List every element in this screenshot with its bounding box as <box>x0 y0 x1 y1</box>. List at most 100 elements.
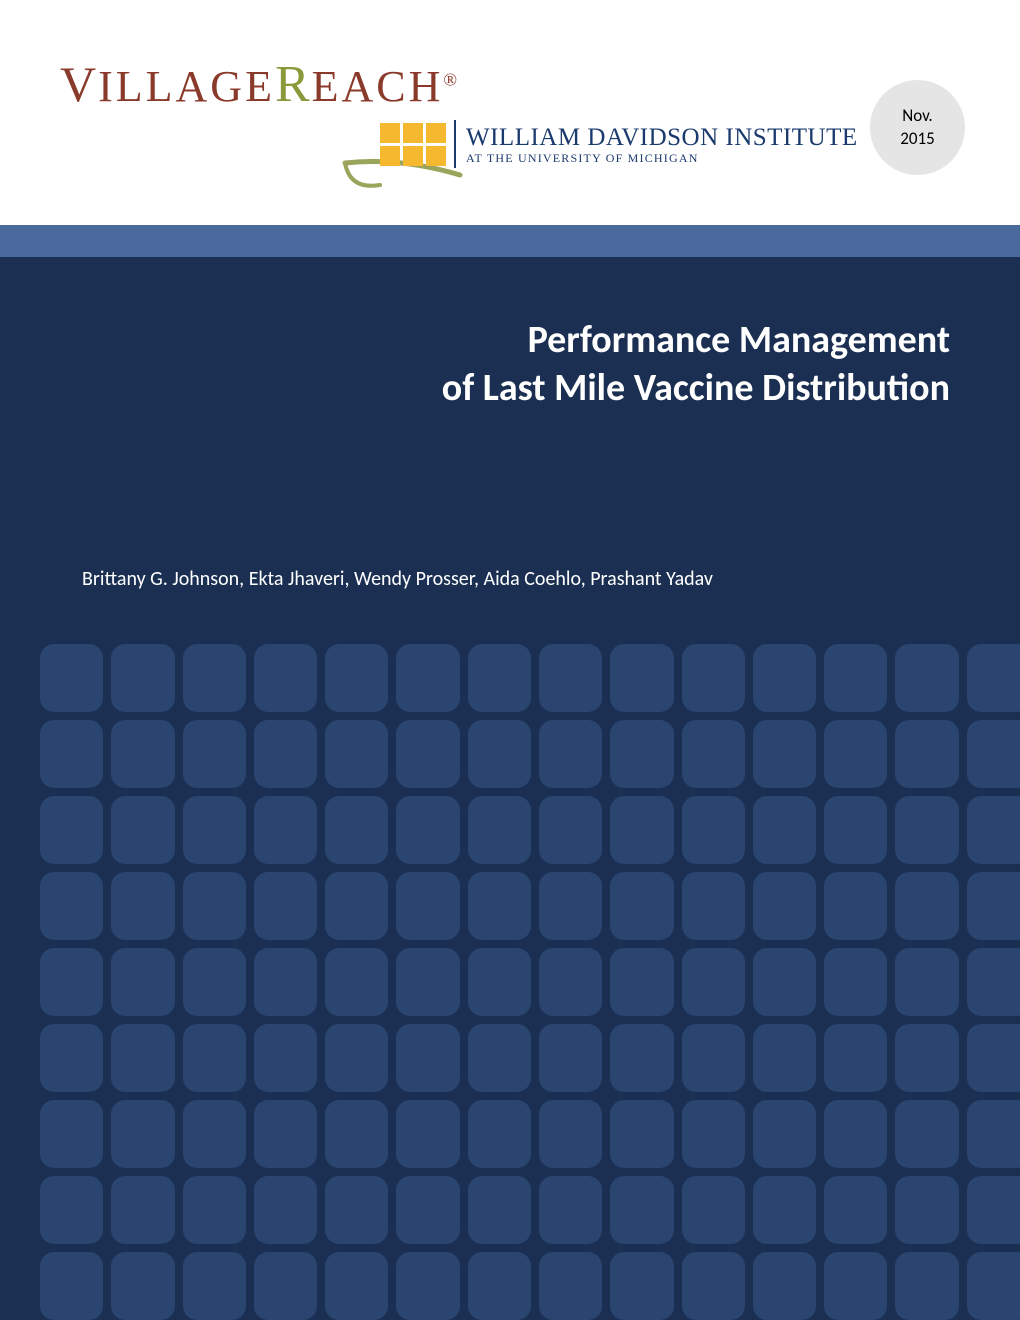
decorative-square <box>967 1100 1020 1168</box>
decorative-square <box>254 1176 317 1244</box>
header-area: VILLAGEREACH® WILLIAM DAVIDSON INSTITUTE… <box>0 0 1020 225</box>
decorative-square <box>183 872 246 940</box>
decorative-square <box>682 948 745 1016</box>
wdi-sub-text: AT THE UNIVERSITY OF MICHIGAN <box>466 152 858 164</box>
decorative-square <box>610 948 673 1016</box>
decorative-square <box>824 796 887 864</box>
decorative-square <box>325 644 388 712</box>
decorative-square <box>967 872 1020 940</box>
decorative-square <box>254 796 317 864</box>
title-line-2: of Last Mile Vaccine Distribution <box>0 365 950 413</box>
decorative-square <box>539 1252 602 1320</box>
decorative-square <box>183 796 246 864</box>
decorative-square <box>682 872 745 940</box>
decorative-square <box>610 644 673 712</box>
decorative-square <box>325 796 388 864</box>
wdi-divider <box>454 120 456 168</box>
decorative-square <box>682 1252 745 1320</box>
decorative-square <box>325 1176 388 1244</box>
decorative-square <box>111 796 174 864</box>
wdi-squares-icon <box>380 123 446 166</box>
decorative-square <box>325 1024 388 1092</box>
decorative-square <box>40 872 103 940</box>
decorative-square <box>895 796 958 864</box>
decorative-square <box>967 644 1020 712</box>
decorative-square <box>254 720 317 788</box>
decorative-square <box>895 1024 958 1092</box>
decorative-square <box>396 948 459 1016</box>
decorative-square <box>682 1176 745 1244</box>
decorative-square <box>753 720 816 788</box>
decorative-square <box>610 1252 673 1320</box>
decorative-square <box>325 872 388 940</box>
decorative-square <box>111 948 174 1016</box>
decorative-square <box>895 644 958 712</box>
decorative-square <box>539 1176 602 1244</box>
decorative-square <box>254 644 317 712</box>
decorative-square <box>682 644 745 712</box>
decorative-square <box>254 872 317 940</box>
decorative-square <box>539 872 602 940</box>
decorative-square <box>895 1100 958 1168</box>
decorative-square <box>325 720 388 788</box>
decorative-square <box>468 644 531 712</box>
decorative-square <box>183 720 246 788</box>
vr-reach: EACH <box>312 62 444 111</box>
decorative-square <box>396 1100 459 1168</box>
date-month: Nov. <box>902 105 932 127</box>
decorative-square <box>539 1024 602 1092</box>
decorative-square <box>254 1024 317 1092</box>
decorative-square <box>468 720 531 788</box>
decorative-square <box>40 1176 103 1244</box>
decorative-square <box>539 644 602 712</box>
decorative-square <box>468 872 531 940</box>
decorative-square <box>468 796 531 864</box>
decorative-square <box>967 796 1020 864</box>
decorative-square <box>468 1176 531 1244</box>
decorative-square <box>753 1100 816 1168</box>
decorative-square <box>682 1100 745 1168</box>
decorative-square <box>40 796 103 864</box>
decorative-square <box>111 872 174 940</box>
decorative-square <box>682 720 745 788</box>
decorative-square <box>40 720 103 788</box>
decorative-square <box>824 1176 887 1244</box>
decorative-square <box>183 1100 246 1168</box>
decorative-square <box>610 720 673 788</box>
decorative-square <box>396 720 459 788</box>
decorative-square <box>682 1024 745 1092</box>
decorative-square <box>895 1252 958 1320</box>
decorative-square <box>539 720 602 788</box>
decorative-square <box>753 1024 816 1092</box>
decorative-square <box>824 1024 887 1092</box>
decorative-square <box>40 1252 103 1320</box>
decorative-square <box>40 1024 103 1092</box>
document-title: Performance Management of Last Mile Vacc… <box>0 257 1020 412</box>
villagereach-logo: VILLAGEREACH® <box>60 55 459 114</box>
decorative-square <box>396 644 459 712</box>
decorative-square-grid <box>40 644 1020 1320</box>
decorative-square <box>325 1100 388 1168</box>
decorative-square <box>967 720 1020 788</box>
decorative-square <box>824 872 887 940</box>
decorative-square <box>895 948 958 1016</box>
decorative-square <box>254 1252 317 1320</box>
decorative-square <box>753 1176 816 1244</box>
decorative-square <box>254 1100 317 1168</box>
decorative-square <box>183 644 246 712</box>
decorative-square <box>183 1024 246 1092</box>
decorative-square <box>824 644 887 712</box>
wdi-main-text: WILLIAM DAVIDSON INSTITUTE <box>466 125 858 150</box>
decorative-square <box>967 948 1020 1016</box>
decorative-square <box>753 872 816 940</box>
decorative-square <box>824 720 887 788</box>
decorative-square <box>111 1252 174 1320</box>
decorative-square <box>396 1024 459 1092</box>
decorative-square <box>610 1024 673 1092</box>
decorative-square <box>824 1252 887 1320</box>
decorative-square <box>468 948 531 1016</box>
decorative-square <box>824 948 887 1016</box>
decorative-square <box>610 872 673 940</box>
decorative-square <box>824 1100 887 1168</box>
decorative-square <box>682 796 745 864</box>
